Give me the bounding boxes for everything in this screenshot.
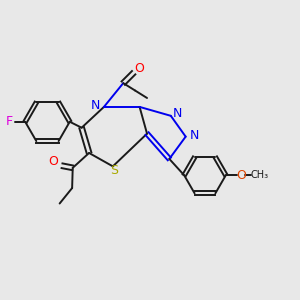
Text: N: N (91, 99, 100, 112)
Text: F: F (6, 115, 13, 128)
Text: N: N (189, 129, 199, 142)
Text: O: O (237, 169, 247, 182)
Text: O: O (134, 62, 144, 75)
Text: N: N (173, 107, 182, 120)
Text: O: O (48, 155, 58, 168)
Text: S: S (110, 164, 118, 177)
Text: CH₃: CH₃ (251, 170, 269, 180)
